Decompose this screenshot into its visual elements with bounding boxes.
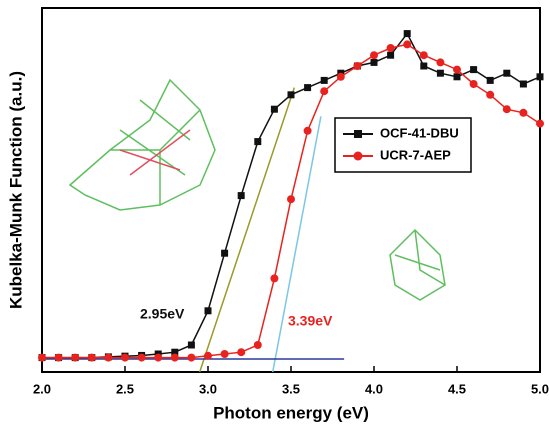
data-point <box>237 192 245 200</box>
data-point <box>303 126 312 135</box>
annotation: 2.95eV <box>140 306 185 322</box>
data-point <box>419 51 428 60</box>
data-point <box>503 69 511 77</box>
legend-marker <box>353 151 363 161</box>
data-point <box>453 65 461 74</box>
data-point <box>287 195 295 204</box>
x-tick-label: 4.5 <box>448 381 466 396</box>
legend-label: OCF-41-DBU <box>380 125 459 140</box>
data-point <box>420 62 428 70</box>
data-point <box>154 353 163 362</box>
data-point <box>237 348 246 357</box>
data-point <box>403 30 411 38</box>
legend-box <box>334 117 472 173</box>
data-point <box>320 76 328 84</box>
data-point <box>220 350 229 358</box>
data-point <box>187 341 195 349</box>
data-point <box>502 105 511 114</box>
data-point <box>469 80 478 88</box>
x-tick-label: 2.5 <box>116 381 134 396</box>
data-point <box>519 108 528 117</box>
data-point <box>270 105 278 113</box>
data-point <box>353 62 362 70</box>
legend-marker <box>354 130 362 138</box>
data-point <box>104 353 113 362</box>
data-point <box>171 348 179 356</box>
annotation: 3.39eV <box>288 313 333 329</box>
data-point <box>137 353 146 362</box>
data-point <box>38 353 46 362</box>
data-point <box>87 353 96 362</box>
data-point <box>536 73 544 81</box>
data-point <box>304 84 312 92</box>
data-point <box>71 353 80 362</box>
data-point <box>370 51 378 60</box>
data-point <box>486 76 494 84</box>
data-point <box>270 274 279 283</box>
data-point <box>470 66 478 74</box>
data-point <box>287 91 295 99</box>
x-tick-label: 3.5 <box>282 381 300 396</box>
data-point <box>221 249 229 257</box>
data-point <box>453 73 461 81</box>
data-point <box>121 353 129 362</box>
fit-line <box>272 116 322 373</box>
data-point <box>486 90 495 99</box>
data-point <box>170 353 179 362</box>
data-point <box>403 40 412 49</box>
data-point <box>204 351 212 360</box>
data-point <box>187 353 196 362</box>
data-point <box>387 51 395 59</box>
y-axis-label: Kubelka-Munk Function (a.u.) <box>6 71 25 309</box>
data-point <box>519 80 527 88</box>
data-point <box>536 119 544 128</box>
data-point <box>386 44 395 52</box>
data-point <box>254 138 262 146</box>
data-point <box>436 58 445 67</box>
x-tick-label: 4.0 <box>365 381 383 396</box>
data-point <box>320 87 329 96</box>
x-tick-label: 2.0 <box>33 381 51 396</box>
data-point <box>370 58 378 66</box>
x-tick-label: 3.0 <box>199 381 217 396</box>
data-point <box>336 72 345 81</box>
legend-label: UCR-7-AEP <box>380 147 451 162</box>
data-point <box>204 307 212 315</box>
x-tick-label: 5.0 <box>531 381 549 396</box>
data-point <box>54 353 63 362</box>
data-point <box>253 341 262 349</box>
fit-line <box>198 87 296 373</box>
molecule-illustration <box>68 78 446 301</box>
data-point <box>436 69 444 77</box>
x-axis-label: Photon energy (eV) <box>213 403 369 422</box>
